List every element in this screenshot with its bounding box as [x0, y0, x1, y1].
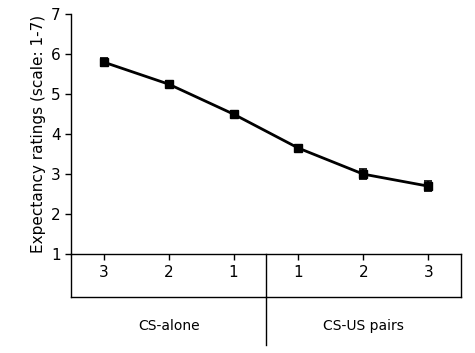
- Text: CS-US pairs: CS-US pairs: [323, 319, 404, 333]
- Y-axis label: Expectancy ratings (scale: 1-7): Expectancy ratings (scale: 1-7): [30, 15, 46, 253]
- Text: CS-alone: CS-alone: [138, 319, 200, 333]
